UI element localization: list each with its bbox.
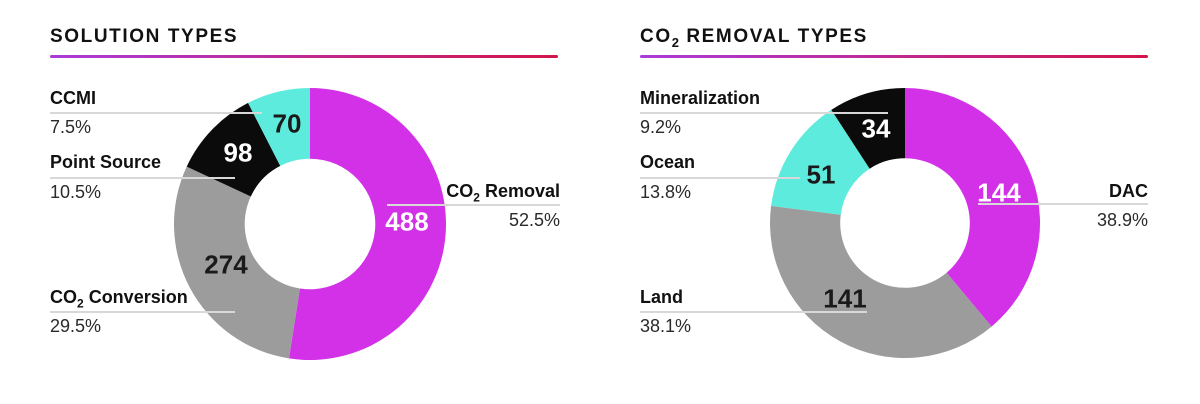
leader-line-co2-conversion (50, 311, 235, 313)
pct-point-source: 10.5% (50, 182, 102, 202)
value-co2-removal: 488 (385, 206, 429, 237)
value-dac: 144 (977, 177, 1021, 208)
title-text: SOLUTION TYPES (50, 26, 239, 47)
slice-dac (905, 88, 1040, 327)
label-subscript: 2 (473, 190, 480, 205)
leader-line-land (640, 311, 867, 313)
label-text: Ocean (640, 152, 696, 172)
pct-mineralization: 9.2% (640, 117, 682, 137)
label-text: CCMI (50, 88, 96, 108)
title-text-post: REMOVAL TYPES (679, 26, 868, 47)
value-ocean: 51 (806, 159, 836, 190)
slice-co2-conversion (173, 166, 300, 359)
label-text-post: Conversion (83, 287, 188, 307)
slice-ocean (771, 109, 870, 215)
chart-title-solution-types: SOLUTION TYPES (50, 26, 238, 48)
slice-point-source (186, 102, 281, 197)
slice-co2-removal (288, 88, 447, 360)
label-text: Mineralization (640, 88, 761, 108)
title-underline-left (50, 55, 558, 58)
slice-ccmi (248, 88, 310, 166)
label-dac: DAC (1109, 181, 1148, 202)
label-text: Land (640, 287, 683, 307)
leader-line-dac (978, 203, 1148, 205)
value-mineralization: 34 (861, 113, 891, 144)
label-land: Land (640, 287, 683, 308)
pct-ocean: 13.8% (640, 182, 692, 202)
title-subscript: 2 (671, 34, 680, 50)
slice-mineralization (831, 88, 905, 169)
donut-chart-solution-types (173, 88, 447, 360)
title-text: CO (640, 26, 672, 47)
value-point-source: 98 (223, 137, 253, 168)
pct-co2-removal: 52.5% (508, 210, 560, 230)
leader-line-co2-removal (387, 204, 560, 206)
donut-chart-co2-removal-types (770, 88, 1040, 358)
leader-line-ocean (640, 177, 800, 179)
label-text: DAC (1109, 181, 1148, 201)
value-ccmi: 70 (272, 108, 302, 139)
label-text-post: Removal (479, 181, 560, 201)
label-co2-conversion: CO2 Conversion (50, 287, 188, 311)
label-subscript: 2 (77, 296, 84, 311)
label-text: Point Source (50, 152, 162, 172)
pct-dac: 38.9% (1096, 210, 1148, 230)
value-co2-conversion: 274 (204, 249, 248, 280)
value-land: 141 (823, 283, 867, 314)
slice-land (770, 205, 992, 358)
label-mineralization: Mineralization (640, 88, 760, 109)
leader-line-mineralization (640, 112, 888, 114)
label-text: CO (50, 287, 77, 307)
leader-line-point-source (50, 177, 235, 179)
pct-ccmi: 7.5% (50, 117, 92, 137)
pct-co2-conversion: 29.5% (50, 316, 102, 336)
chart-title-co2-removal-types: CO2 REMOVAL TYPES (640, 26, 868, 50)
label-ocean: Ocean (640, 152, 695, 173)
label-point-source: Point Source (50, 152, 161, 173)
leader-line-ccmi (50, 112, 262, 114)
label-ccmi: CCMI (50, 88, 96, 109)
title-underline-right (640, 55, 1148, 58)
label-co2-removal: CO2 Removal (446, 181, 560, 205)
label-text: CO (446, 181, 474, 201)
pct-land: 38.1% (640, 316, 692, 336)
